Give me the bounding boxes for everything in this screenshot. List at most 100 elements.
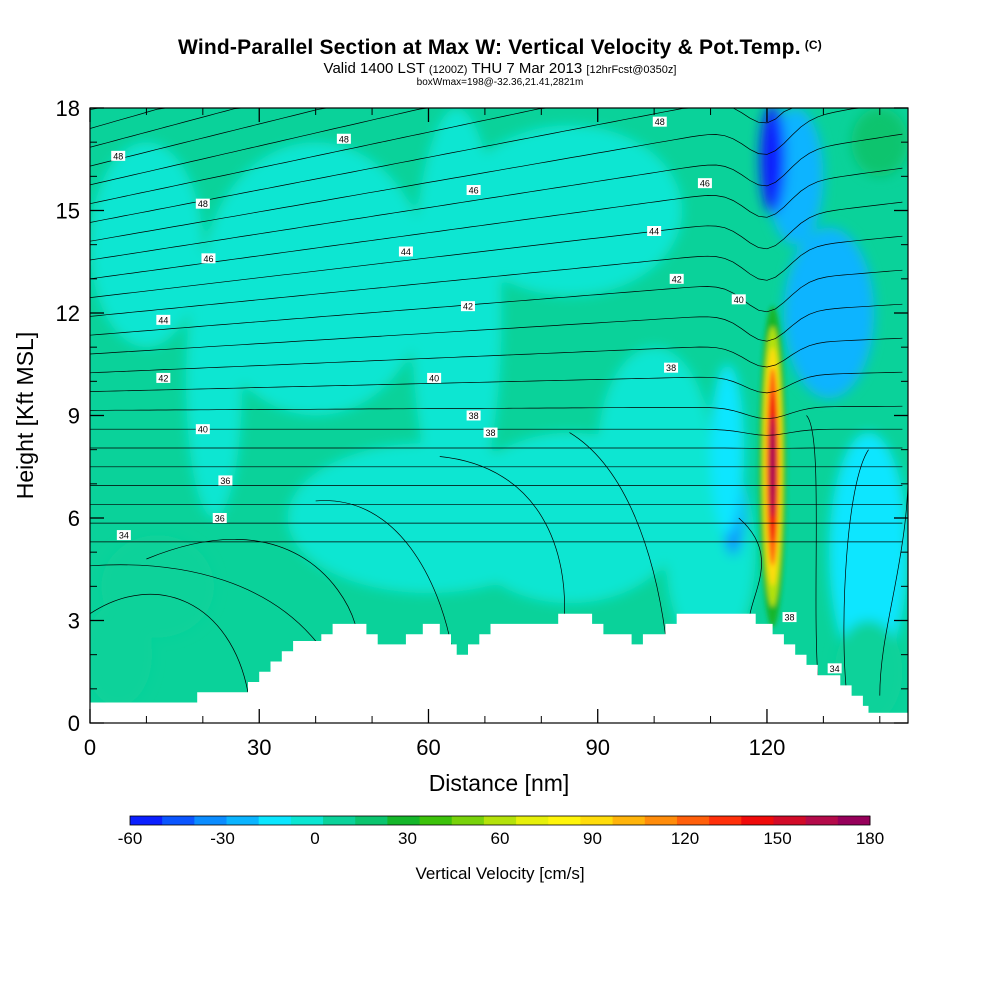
colorbar: -60 -30 0 30 60 90 120 150 180 bbox=[118, 815, 884, 848]
colorbar-tick-label: 90 bbox=[583, 829, 602, 848]
colorbar-swatch bbox=[258, 816, 292, 825]
colorbar-tick-label: -60 bbox=[118, 829, 143, 848]
contour-label-text: 40 bbox=[429, 373, 439, 383]
contour-label: 36 bbox=[218, 475, 233, 486]
contour-label-box bbox=[195, 424, 210, 435]
contour-label-box bbox=[466, 410, 481, 421]
contour-label: 48 bbox=[652, 116, 667, 127]
contour-label: 36 bbox=[212, 513, 227, 524]
contour-label-box bbox=[697, 178, 712, 189]
contour-label: 38 bbox=[466, 410, 481, 421]
velocity-blob bbox=[90, 603, 153, 706]
potential-temperature-contours bbox=[90, 108, 908, 696]
velocity-blob bbox=[829, 432, 908, 672]
isentrope-line bbox=[738, 517, 762, 614]
contour-label-text: 44 bbox=[401, 247, 411, 257]
colorbar-swatch bbox=[130, 816, 163, 825]
isentrope-line bbox=[90, 447, 903, 449]
velocity-blob bbox=[202, 142, 429, 416]
contour-label-box bbox=[201, 253, 216, 264]
isentrope-line bbox=[90, 269, 903, 336]
contour-label-box bbox=[827, 663, 842, 674]
colorbar-tick-label: 60 bbox=[491, 829, 510, 848]
colorbar-tick-label: 150 bbox=[763, 829, 791, 848]
colorbar-swatch bbox=[194, 816, 228, 825]
colorbar-swatch bbox=[580, 816, 614, 825]
isentrope-line bbox=[90, 108, 903, 242]
colorbar-swatch bbox=[290, 816, 324, 825]
contour-label-text: 44 bbox=[649, 227, 659, 237]
contour-label-box bbox=[652, 116, 667, 127]
title-copyright-mark: (C) bbox=[804, 38, 822, 52]
contour-label-text: 38 bbox=[666, 363, 676, 373]
plot-area: 48 48 48 48 46 46 46 44 44 44 42 42 42 40 40 40 38 38 38 38… bbox=[90, 108, 908, 723]
isentrope-line bbox=[843, 449, 869, 686]
colorbar-title: Vertical Velocity [cm/s] bbox=[415, 864, 585, 883]
colorbar-tick-label: 120 bbox=[671, 829, 699, 848]
isentrope-line bbox=[90, 108, 903, 223]
contour-label: 42 bbox=[460, 301, 475, 312]
contour-label: 46 bbox=[201, 253, 216, 264]
colorbar-swatch bbox=[805, 816, 839, 825]
colorbar-tick-label: 0 bbox=[310, 829, 319, 848]
velocity-blob bbox=[783, 227, 875, 399]
isentrope-line bbox=[90, 593, 249, 693]
contour-label-text: 34 bbox=[830, 664, 840, 674]
isentrope-line bbox=[315, 500, 452, 645]
contour-label-text: 38 bbox=[785, 613, 795, 623]
x-tick-label: 0 bbox=[84, 735, 96, 760]
contour-label: 40 bbox=[731, 294, 746, 305]
x-tick-label: 90 bbox=[585, 735, 609, 760]
velocity-blob bbox=[760, 108, 786, 214]
contour-label-box bbox=[782, 612, 797, 623]
box-wmax-info: boxWmax=198@-32.36,21.41,2821m bbox=[416, 77, 584, 88]
contour-label: 48 bbox=[195, 198, 210, 209]
contour-label-box bbox=[669, 273, 684, 284]
contour-label: 44 bbox=[647, 226, 662, 237]
colorbar-swatch bbox=[516, 816, 549, 825]
x-tick-label: 120 bbox=[749, 735, 786, 760]
contour-labels: 48 48 48 48 46 46 46 44 44 44 42 42 42 40 40 40 38 38 38 38… bbox=[111, 116, 842, 674]
contour-label-text: 36 bbox=[215, 514, 225, 524]
colorbar-swatch bbox=[548, 816, 581, 825]
title-text: Wind-Parallel Section at Max W: Vertical… bbox=[178, 36, 801, 59]
x-axis-label: Distance [nm] bbox=[429, 770, 570, 796]
contour-label: 38 bbox=[483, 427, 498, 438]
colorbar-swatch bbox=[773, 816, 807, 825]
velocity-blob bbox=[90, 142, 203, 348]
colorbar-swatch bbox=[355, 816, 388, 825]
contour-label-text: 42 bbox=[672, 274, 682, 284]
contour-label-text: 40 bbox=[198, 425, 208, 435]
colorbar-swatch bbox=[323, 816, 356, 825]
forecast-info: [12hrFcst@0350z] bbox=[586, 64, 677, 76]
contour-label-box bbox=[212, 513, 227, 523]
y-tick-label: 0 bbox=[68, 711, 80, 736]
contour-label-box bbox=[466, 185, 481, 195]
contour-label-box bbox=[483, 427, 498, 438]
chart-subtitle: Valid 1400 LST (1200Z) THU 7 Mar 2013 [1… bbox=[0, 60, 1000, 77]
isentrope-line bbox=[90, 201, 903, 298]
contour-label-text: 48 bbox=[339, 134, 349, 144]
valid-date: THU 7 Mar 2013 bbox=[471, 60, 583, 77]
y-tick-label: 6 bbox=[68, 506, 80, 531]
utc-time: (1200Z) bbox=[428, 64, 468, 76]
contour-label: 46 bbox=[697, 178, 712, 189]
contour-label: 48 bbox=[111, 150, 126, 161]
y-tick-label: 18 bbox=[56, 96, 80, 121]
isentrope-line bbox=[90, 108, 903, 205]
isentrope-line bbox=[90, 405, 903, 420]
contour-label-box bbox=[460, 301, 475, 312]
contour-label-text: 38 bbox=[469, 411, 479, 421]
contour-label-box bbox=[195, 198, 210, 209]
contour-label-text: 48 bbox=[655, 117, 665, 127]
colorbar-frame bbox=[129, 815, 871, 826]
colorbar-swatch bbox=[741, 816, 774, 825]
contour-label-box bbox=[156, 372, 171, 383]
y-tick-label: 3 bbox=[68, 609, 80, 634]
y-tick-label: 9 bbox=[68, 404, 80, 429]
contour-label-box bbox=[731, 294, 746, 305]
colorbar-swatch bbox=[644, 816, 678, 825]
contour-label: 34 bbox=[116, 530, 131, 541]
contour-label: 42 bbox=[156, 372, 171, 383]
contour-label-box bbox=[427, 372, 442, 383]
